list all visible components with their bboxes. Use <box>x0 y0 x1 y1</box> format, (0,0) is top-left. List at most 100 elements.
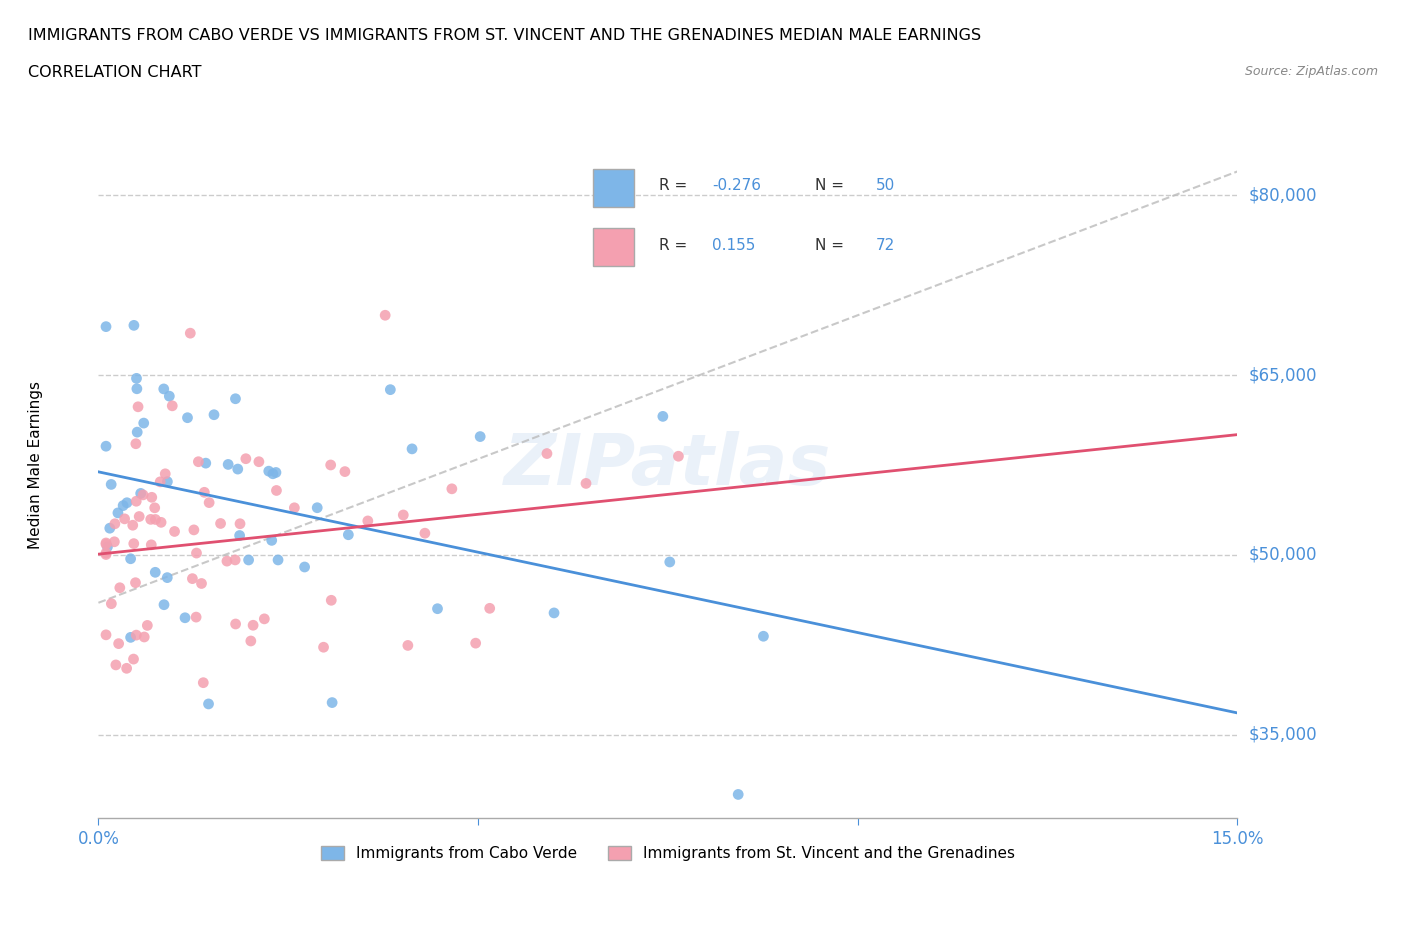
Legend: Immigrants from Cabo Verde, Immigrants from St. Vincent and the Grenadines: Immigrants from Cabo Verde, Immigrants f… <box>315 840 1021 868</box>
Point <box>104 516 127 531</box>
Point <box>312 640 335 655</box>
Text: ZIPatlas: ZIPatlas <box>505 431 831 499</box>
Point <box>104 658 127 672</box>
Point <box>125 381 148 396</box>
Point <box>229 516 252 531</box>
Point <box>157 389 180 404</box>
Point <box>174 610 197 625</box>
Point <box>139 512 162 526</box>
Point <box>321 592 343 607</box>
Point <box>260 533 283 548</box>
Point <box>120 551 142 566</box>
Point <box>94 319 117 334</box>
Text: CORRELATION CHART: CORRELATION CHART <box>28 65 201 80</box>
Text: $35,000: $35,000 <box>1249 725 1317 744</box>
Point <box>253 611 276 626</box>
Point <box>122 318 145 333</box>
Point <box>187 454 209 469</box>
Point <box>464 636 486 651</box>
Point <box>156 474 179 489</box>
Point <box>98 521 121 536</box>
Point <box>543 605 565 620</box>
Point <box>94 628 117 643</box>
Point <box>155 466 177 481</box>
Point <box>176 410 198 425</box>
Point <box>100 596 122 611</box>
Point <box>96 539 118 554</box>
Point <box>132 487 155 502</box>
Point <box>197 697 219 711</box>
Point <box>108 580 131 595</box>
Point <box>152 381 174 396</box>
Point <box>186 546 208 561</box>
Point <box>668 449 690 464</box>
Text: $80,000: $80,000 <box>1249 186 1317 205</box>
Point <box>321 695 343 710</box>
Point <box>536 446 558 461</box>
Point <box>226 461 249 476</box>
Point <box>143 500 166 515</box>
Point <box>141 490 163 505</box>
Point <box>239 633 262 648</box>
Point <box>658 554 681 569</box>
Text: $50,000: $50,000 <box>1249 546 1317 564</box>
Point <box>107 505 129 520</box>
Point <box>107 636 129 651</box>
Point <box>651 409 673 424</box>
Point <box>440 482 463 497</box>
Point <box>125 494 148 509</box>
Point <box>413 525 436 540</box>
Point <box>319 458 342 472</box>
Point <box>262 466 284 481</box>
Point <box>124 576 146 591</box>
Point <box>333 464 356 479</box>
Point <box>94 547 117 562</box>
Point <box>103 535 125 550</box>
Text: IMMIGRANTS FROM CABO VERDE VS IMMIGRANTS FROM ST. VINCENT AND THE GRENADINES MED: IMMIGRANTS FROM CABO VERDE VS IMMIGRANTS… <box>28 28 981 43</box>
Point <box>127 425 149 440</box>
Point <box>247 454 270 469</box>
Point <box>162 398 184 413</box>
Point <box>470 429 492 444</box>
Point <box>115 496 138 511</box>
Point <box>228 528 250 543</box>
Point <box>727 787 749 802</box>
Point <box>125 628 148 643</box>
Point <box>257 464 280 479</box>
Point <box>150 515 173 530</box>
Point <box>283 500 305 515</box>
Point <box>156 570 179 585</box>
Point <box>392 508 415 523</box>
Point <box>114 512 136 526</box>
Text: Source: ZipAtlas.com: Source: ZipAtlas.com <box>1244 65 1378 78</box>
Point <box>115 661 138 676</box>
Point <box>134 630 156 644</box>
Point <box>94 536 117 551</box>
Point <box>401 442 423 457</box>
Text: Median Male Earnings: Median Male Earnings <box>28 381 44 549</box>
Point <box>193 675 215 690</box>
Point <box>198 495 221 510</box>
Point <box>127 399 149 414</box>
Point <box>267 552 290 567</box>
Point <box>266 483 288 498</box>
Point <box>380 382 402 397</box>
Point <box>235 451 257 466</box>
Point <box>122 537 145 551</box>
Point <box>194 456 217 471</box>
Point <box>264 465 287 480</box>
Point <box>129 486 152 501</box>
Point <box>149 474 172 489</box>
Point <box>209 516 232 531</box>
Point <box>478 601 501 616</box>
Point <box>183 523 205 538</box>
Point <box>238 552 260 567</box>
Point <box>179 326 201 340</box>
Point <box>143 565 166 579</box>
Point <box>294 560 316 575</box>
Point <box>337 527 360 542</box>
Point <box>217 457 239 472</box>
Point <box>163 524 186 538</box>
Point <box>193 485 215 499</box>
Point <box>215 553 238 568</box>
